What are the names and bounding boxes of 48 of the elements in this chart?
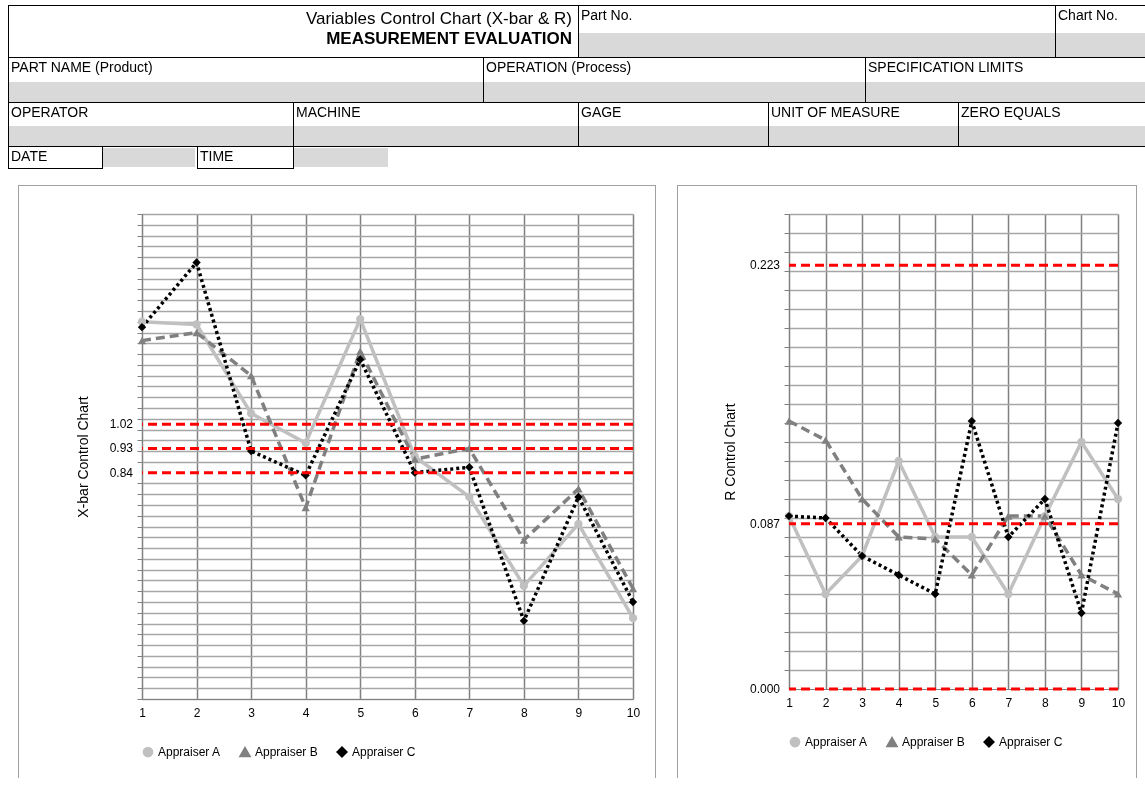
- x-tick-label: 8: [1042, 695, 1050, 710]
- text: MACHINE: [296, 104, 361, 120]
- ref-line-label: 0.93: [109, 441, 134, 456]
- x-tick-label: 7: [1005, 695, 1013, 710]
- x-tick-label: 4: [302, 705, 310, 720]
- x-tick-label: 4: [895, 695, 903, 710]
- text: DATE: [11, 148, 48, 164]
- text: OPERATION (Process): [486, 59, 632, 75]
- x-tick-label: 3: [859, 695, 867, 710]
- legend-label: Appraiser B: [255, 745, 318, 760]
- x-tick-label: 1: [786, 695, 794, 710]
- ref-line-label: 0.000: [749, 682, 781, 696]
- x-tick-label: 9: [575, 705, 583, 720]
- x-tick-label: 10: [1111, 695, 1126, 710]
- x-tick-label: 2: [822, 695, 830, 710]
- x-tick-label: 7: [466, 705, 474, 720]
- legend-label: Appraiser C: [999, 735, 1063, 750]
- y-axis-title: X-bar Control Chart: [74, 396, 91, 518]
- text: UNIT OF MEASURE: [771, 104, 900, 120]
- text: MEASUREMENT EVALUATION: [325, 29, 572, 49]
- x-tick-label: 10: [626, 705, 641, 720]
- text: SPECIFICATION LIMITS: [868, 59, 1024, 75]
- x-tick-label: 3: [248, 705, 256, 720]
- legend-label: Appraiser A: [805, 735, 868, 750]
- x-tick-label: 5: [357, 705, 365, 720]
- x-tick-label: 6: [968, 695, 976, 710]
- text: OPERATOR: [11, 104, 89, 120]
- y-axis-title: R Control Chart: [721, 403, 738, 501]
- ref-line-label: 1.02: [109, 417, 134, 432]
- ref-line-label: 0.84: [109, 465, 134, 480]
- x-tick-label: 9: [1078, 695, 1086, 710]
- legend-label: Appraiser B: [902, 735, 965, 750]
- x-tick-label: 5: [932, 695, 940, 710]
- legend-label: Appraiser A: [158, 745, 221, 760]
- x-tick-label: 8: [521, 705, 529, 720]
- text: Part No.: [581, 7, 633, 23]
- text: GAGE: [581, 104, 622, 120]
- legend-label: Appraiser C: [352, 745, 416, 760]
- text: Chart No.: [1058, 7, 1118, 23]
- text: PART NAME (Product): [11, 59, 153, 75]
- x-tick-label: 6: [411, 705, 419, 720]
- text: TIME: [200, 148, 234, 164]
- text: Variables Control Chart (X-bar & R): [304, 9, 572, 29]
- ref-line-label: 0.223: [749, 258, 781, 273]
- text: ZERO EQUALS: [961, 104, 1061, 120]
- x-tick-label: 1: [139, 705, 147, 720]
- x-tick-label: 2: [193, 705, 201, 720]
- ref-line-label: 0.087: [749, 516, 781, 531]
